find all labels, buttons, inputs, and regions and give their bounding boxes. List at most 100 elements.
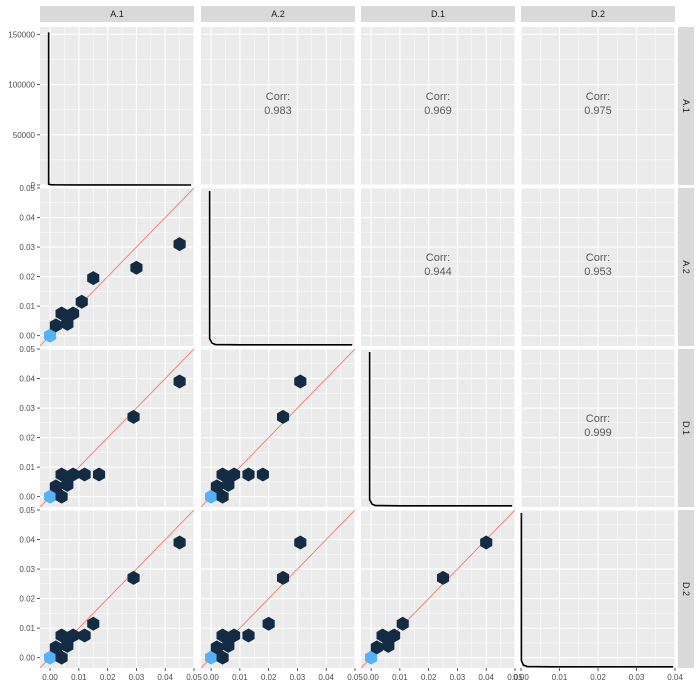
hexbin-3-0 xyxy=(44,535,186,665)
panel-2-3 xyxy=(520,348,676,507)
y-tick-label: 0.04 xyxy=(19,375,35,384)
x-tick-label: 0.03 xyxy=(450,673,466,682)
y-tick-label: 0.04 xyxy=(19,536,35,545)
hexbin-mark xyxy=(61,638,74,653)
panel-2-2 xyxy=(361,348,516,507)
y-tick-label: 0.02 xyxy=(19,434,35,443)
hexbin-mark xyxy=(365,650,378,665)
right-strip-label: A.1 xyxy=(681,99,691,113)
y-tick-label: 0.01 xyxy=(19,463,35,472)
panel-background xyxy=(40,27,194,185)
right-strip-3 xyxy=(678,510,694,668)
hexbin-mark xyxy=(205,489,218,504)
panel-0-0 xyxy=(40,27,195,186)
y-tick-label: 0.00 xyxy=(19,493,35,502)
density-curve-2-2 xyxy=(368,351,513,507)
panel-1-3 xyxy=(520,187,676,346)
corr-value: 0.975 xyxy=(584,105,612,117)
hexbin-mark xyxy=(87,616,100,631)
hexbin-mark xyxy=(44,328,57,343)
panel-0-2 xyxy=(361,27,516,186)
panel-0-3 xyxy=(520,27,676,186)
y-tick-label: 50000 xyxy=(13,131,36,140)
top-strip-0 xyxy=(40,6,194,22)
hexbin-mark xyxy=(262,616,275,631)
corr-value: 0.944 xyxy=(424,266,452,278)
hexbin-mark xyxy=(276,409,290,424)
panel-background xyxy=(361,188,515,346)
axes-layer: 0 50000 100000 150000 0.00 0.01 0.02 0.03 0.04 0.… xyxy=(8,30,683,682)
hexbin-mark xyxy=(242,628,255,643)
hexbin-mark xyxy=(436,570,450,585)
hexbin-2-1 xyxy=(205,374,307,504)
top-strip-label: A.2 xyxy=(271,9,285,19)
hexbin-mark xyxy=(242,467,255,482)
x-tick-label: 0.00 xyxy=(42,673,58,682)
y-tick-label: 0.03 xyxy=(19,243,35,252)
y-tick-label: 0.03 xyxy=(19,565,35,574)
right-strip-0 xyxy=(678,27,694,185)
x-tick-label: 0.02 xyxy=(421,673,437,682)
hexbin-mark xyxy=(216,489,229,504)
hexbin-mark xyxy=(396,616,409,631)
corr-label: Corr: xyxy=(426,252,450,264)
x-tick-label: 0.03 xyxy=(129,673,145,682)
hexbin-mark xyxy=(216,650,229,665)
hexbin-mark xyxy=(55,467,68,482)
hexbin-mark xyxy=(276,570,290,585)
corr-value: 0.983 xyxy=(264,105,292,117)
hexbin-mark xyxy=(228,467,241,482)
top-strip-3 xyxy=(521,6,675,22)
x-tick-label: 0.01 xyxy=(71,673,87,682)
hexbin-mark xyxy=(61,477,74,492)
hexbin-mark xyxy=(44,650,57,665)
y-tick-label: 150000 xyxy=(8,30,35,39)
corr-label: Corr: xyxy=(586,252,610,264)
panel-0-1 xyxy=(201,27,356,186)
corr-label: Corr: xyxy=(586,413,610,425)
hexbin-mark xyxy=(173,237,186,252)
x-tick-label: 0.02 xyxy=(261,673,277,682)
corr-label: Corr: xyxy=(266,91,290,103)
density-curve-1-1 xyxy=(208,190,353,346)
hexbin-mark xyxy=(210,479,223,494)
hexbin-mark xyxy=(370,640,383,655)
density-curve-0-0 xyxy=(47,32,192,186)
hexbin-mark xyxy=(55,650,68,665)
hexbin-mark xyxy=(228,628,241,643)
panel-1-2 xyxy=(361,187,516,346)
y-tick-label: 0.01 xyxy=(19,624,35,633)
hexbin-mark xyxy=(44,489,57,504)
panels-layer: Corr: 0.983 Corr: 0.969 Corr: 0.975 Corr: 0.944… xyxy=(40,27,676,668)
y-tick-label: 0.00 xyxy=(19,332,35,341)
x-tick-label: 0.04 xyxy=(318,673,334,682)
panel-background xyxy=(361,349,515,507)
panel-background xyxy=(201,188,355,346)
x-tick-label: 0.03 xyxy=(290,673,306,682)
hexbin-mark xyxy=(127,570,140,585)
hexbin-mark xyxy=(67,306,80,321)
y-tick-label: 0.04 xyxy=(19,214,35,223)
hexbin-mark xyxy=(480,535,493,550)
x-tick-label: 0.04 xyxy=(157,673,173,682)
x-tick-label: 0.05 xyxy=(507,673,523,682)
corr-value: 0.999 xyxy=(584,427,612,439)
hexbin-mark xyxy=(127,409,140,424)
hexbin-mark xyxy=(294,535,307,550)
right-strip-label: A.2 xyxy=(681,260,691,274)
hexbin-mark xyxy=(130,260,143,275)
hexbin-mark xyxy=(205,650,218,665)
hexbin-mark xyxy=(210,640,223,655)
hexbin-mark xyxy=(92,467,106,482)
hexbin-mark xyxy=(49,640,62,655)
hexbin-mark xyxy=(49,479,62,494)
hexbin-mark xyxy=(78,467,91,482)
top-strip-label: A.1 xyxy=(110,9,124,19)
panel-background xyxy=(361,27,515,185)
hexbin-mark xyxy=(216,628,229,643)
corr-label: Corr: xyxy=(586,91,610,103)
right-strip-label: D.2 xyxy=(681,582,691,596)
top-strip-label: D.2 xyxy=(591,9,605,19)
y-tick-label: 0.03 xyxy=(19,404,35,413)
